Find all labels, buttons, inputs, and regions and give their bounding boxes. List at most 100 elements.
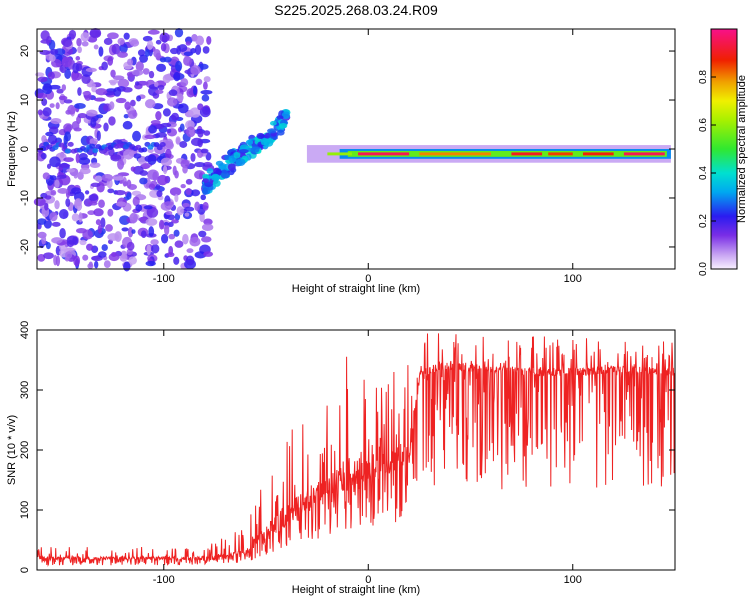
trace-blob [215,168,223,176]
noise-blob [77,112,87,119]
noise-blob [133,153,142,159]
y-tick-label: 0 [19,567,31,573]
noise-blob [36,92,47,99]
trace-blob [213,174,221,181]
noise-blob [74,103,86,109]
noise-blob [159,32,170,43]
noise-blob [117,78,130,88]
noise-blob [105,224,113,232]
noise-blob [195,35,205,46]
noise-blob [54,200,60,210]
colorbar-label: Normalized spectral amplitude [736,75,748,223]
y-tick-label: 200 [19,441,31,459]
noise-blob [146,40,154,50]
noise-blob [78,212,83,223]
noise-streak [159,142,166,148]
noise-blob [203,251,214,257]
noise-blob [96,114,104,119]
noise-blob [183,55,192,66]
noise-blob [79,167,91,175]
noise-blob [86,109,98,117]
noise-blob [40,30,50,41]
noise-blob [168,89,178,96]
noise-blob [200,148,209,154]
noise-blob [58,163,71,168]
x-tick-label: 0 [365,273,371,285]
noise-blob [51,221,61,227]
noise-blob [84,190,90,195]
noise-blob [87,263,94,269]
noise-streak [58,142,65,148]
noise-blob [82,229,94,240]
y-tick-label: 100 [19,501,31,519]
y-tick-label: 0 [19,146,31,152]
noise-blob [203,81,208,90]
snr-x-label: Height of straight line (km) [292,584,420,596]
noise-blob [142,35,153,42]
noise-blob [58,166,63,171]
noise-blob [89,138,99,145]
noise-blob [119,215,131,226]
noise-blob [197,103,204,111]
noise-blob [107,56,114,66]
noise-blob [46,163,52,169]
noise-blob [166,252,175,258]
noise-blob [41,234,47,245]
noise-blob [135,61,144,72]
noise-blob [75,153,80,164]
noise-blob [78,157,91,165]
noise-blob [176,206,184,216]
noise-blob [135,204,143,212]
snr-y-ticks: 0 100 200 300 400 [19,321,675,573]
noise-blob [148,183,156,190]
spectrogram-marks [33,27,671,272]
trace-blob [267,128,277,134]
noise-blob [65,198,71,207]
noise-blob [37,109,43,116]
noise-blob [142,68,150,75]
noise-blob [144,98,156,109]
noise-blob [61,84,67,91]
noise-blob [87,210,96,216]
trace-blob [212,179,221,187]
noise-blob [79,239,87,246]
noise-blob [77,87,82,96]
noise-blob [148,86,159,96]
noise-blob [144,48,150,57]
noise-blob [202,201,209,211]
noise-blob [172,165,177,176]
noise-blob [63,99,73,104]
noise-blob [123,181,128,187]
trace-blob [206,168,214,174]
trace-blob [281,111,291,120]
x-tick-label: 100 [564,273,582,285]
noise-blob [174,240,184,248]
trace-blob [279,122,288,129]
noise-blob [200,89,213,95]
noise-blob [77,46,82,54]
noise-blob [171,112,180,121]
noise-blob [47,71,55,80]
noise-blob [173,71,181,82]
noise-blob [94,175,103,182]
noise-blob [107,188,115,194]
noise-blob [50,189,57,196]
noise-blob [165,210,173,216]
noise-blob [76,37,82,47]
noise-blob [134,81,140,86]
noise-blob [166,128,172,134]
main-line-core [358,152,410,156]
colorbar-frame [710,28,738,270]
noise-blob [82,254,89,261]
noise-blob [144,134,156,140]
noise-blob [182,233,189,245]
noise-blob [161,233,169,244]
noise-blob [195,78,203,85]
noise-blob [194,162,206,168]
trace-blob [245,139,254,146]
noise-blob [95,88,108,96]
noise-blob [117,51,128,58]
noise-blob [189,107,201,118]
noise-blob [146,206,159,218]
